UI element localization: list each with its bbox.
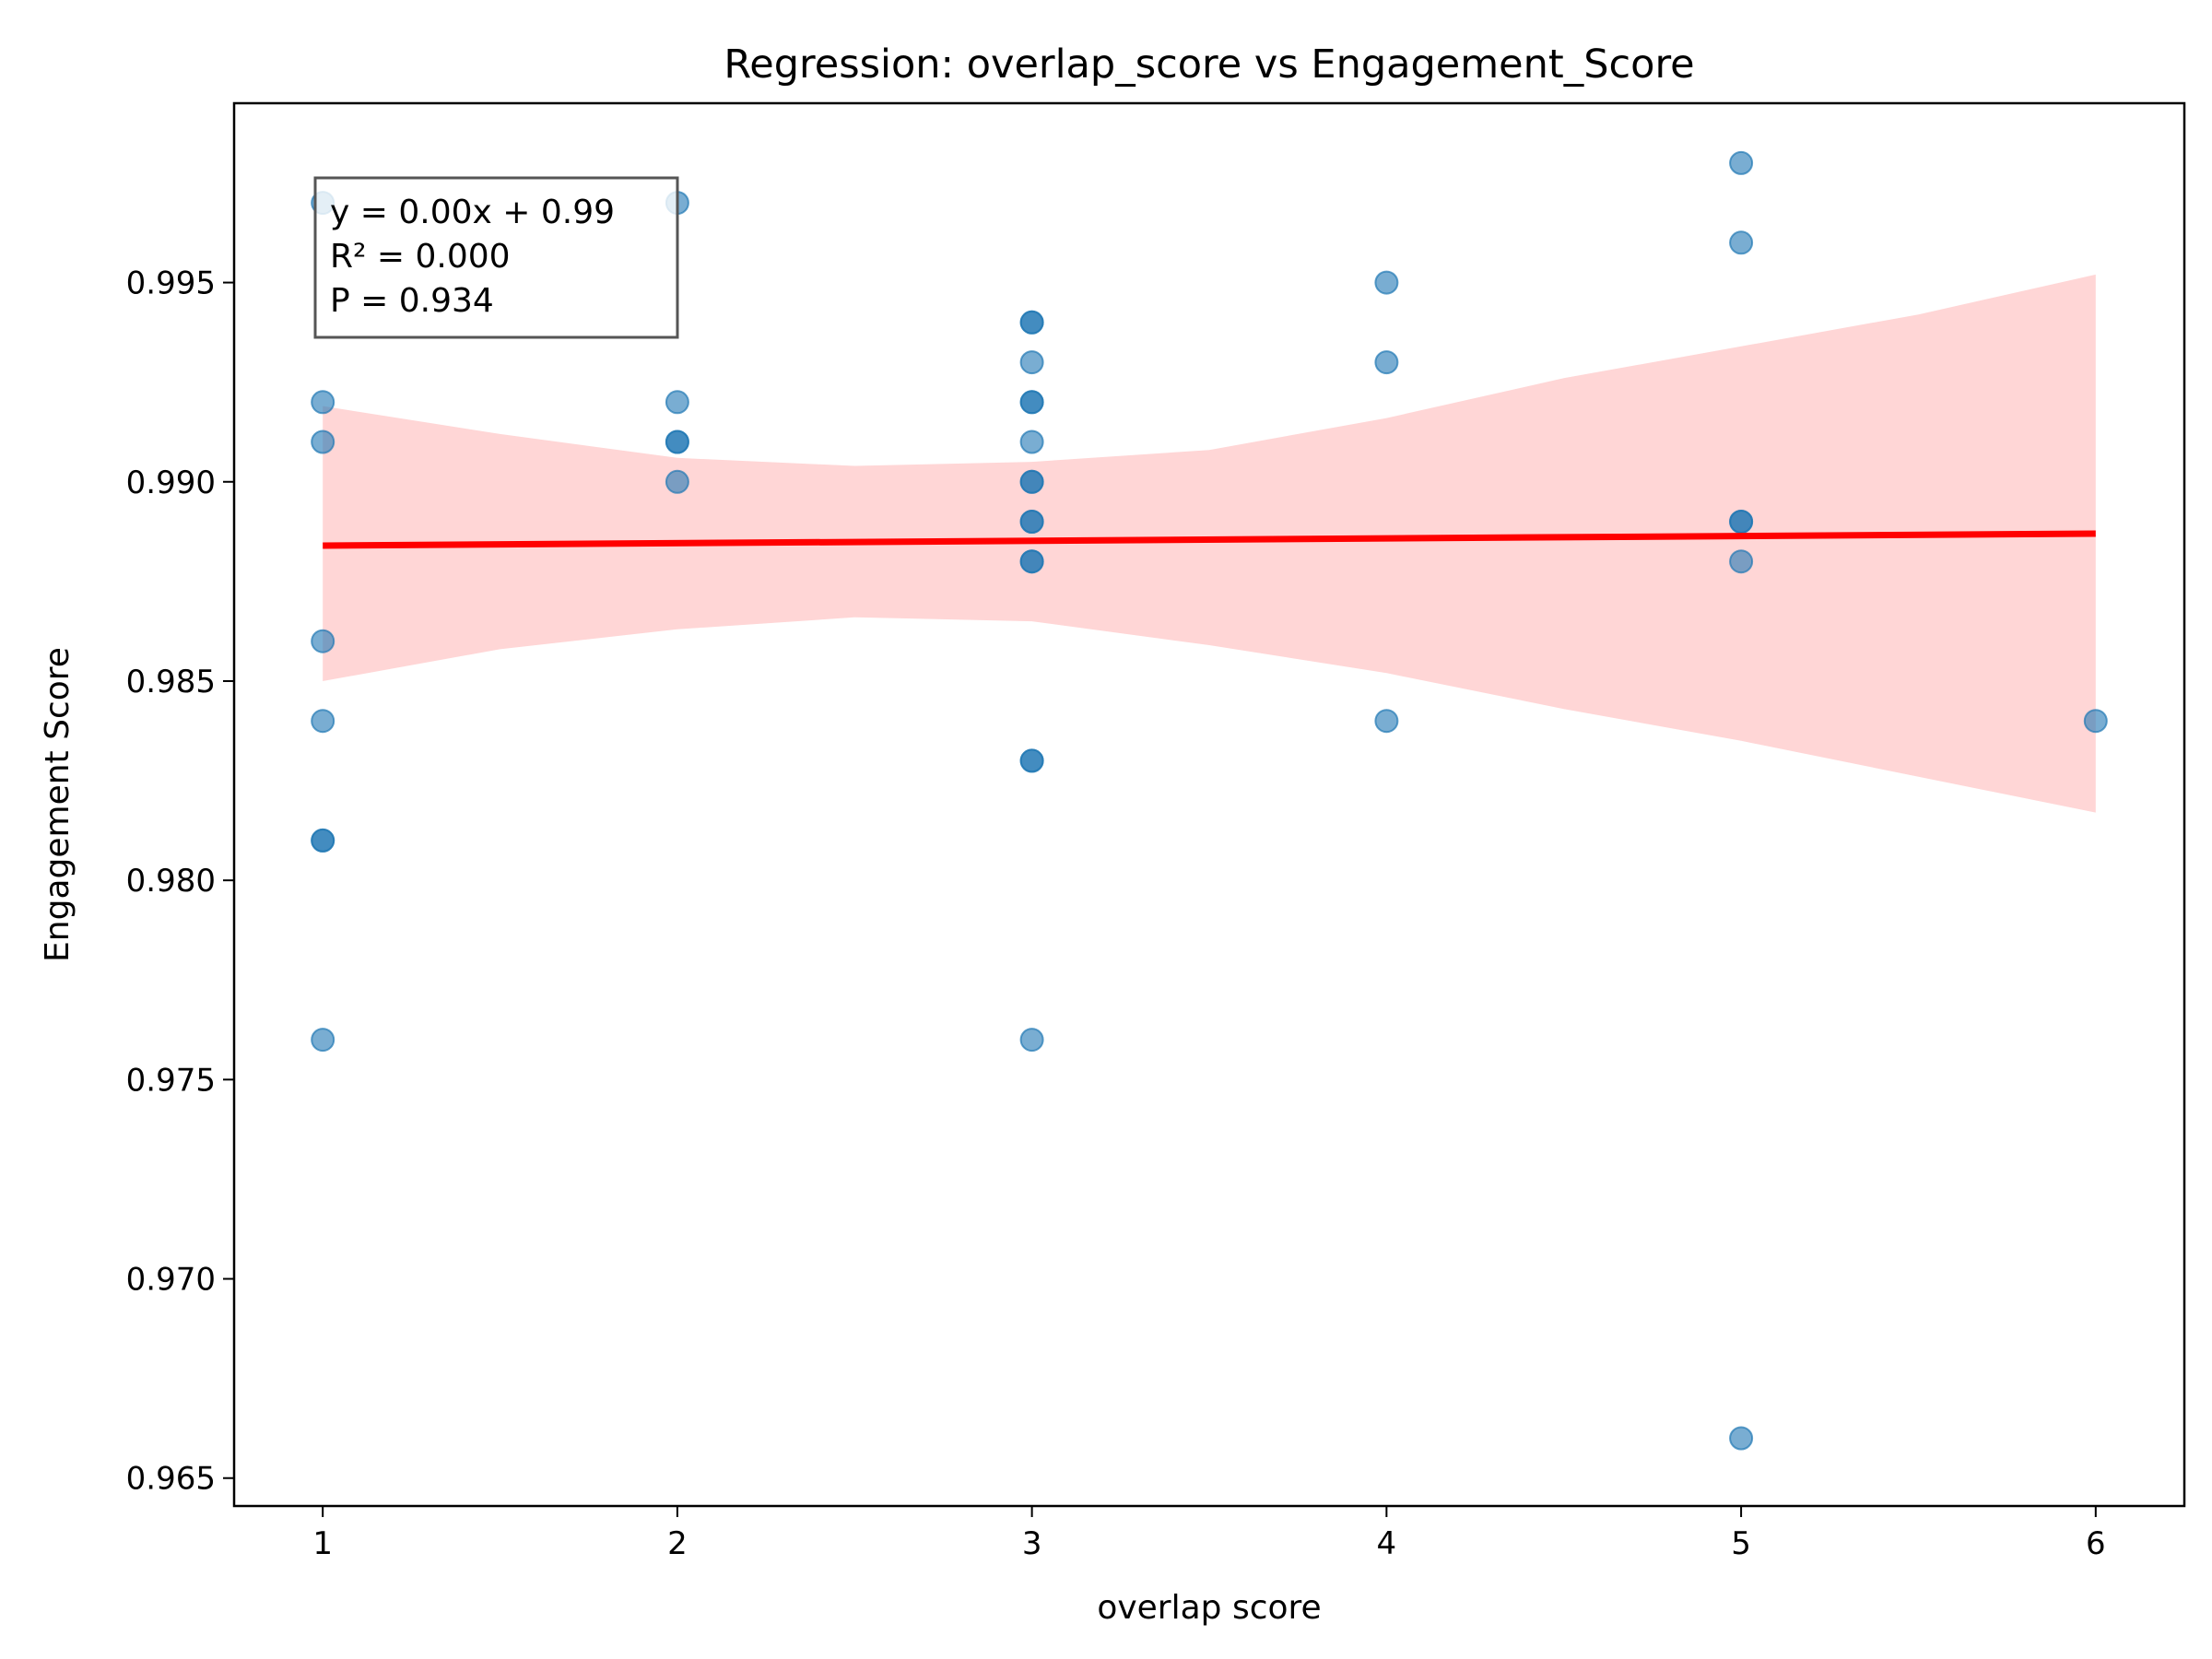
scatter-point [1019, 350, 1044, 375]
scatter-point [1729, 230, 1754, 255]
scatter-point [1729, 150, 1754, 175]
scatter-point [1729, 549, 1754, 574]
scatter-point [1374, 709, 1399, 734]
scatter-point [1019, 748, 1044, 773]
scatter-point [1729, 510, 1754, 534]
scatter-point [665, 429, 689, 454]
scatter-point [1019, 469, 1044, 494]
scatter-point [665, 469, 689, 494]
x-axis-ticks: 1 2 3 4 5 6 [312, 1506, 2106, 1562]
y-tick-label: 0.970 [126, 1262, 216, 1299]
regression-stats-box: y = 0.00x + 0.99 R² = 0.000 P = 0.934 [313, 176, 679, 339]
x-tick-label: 3 [1022, 1525, 1042, 1562]
scatter-point [2083, 709, 2108, 734]
scatter-point [311, 709, 335, 734]
scatter-point [311, 828, 335, 853]
scatter-point [311, 1028, 335, 1053]
scatter-point [1019, 429, 1044, 454]
scatter-point [1019, 1028, 1044, 1053]
x-tick-label: 5 [1731, 1525, 1751, 1562]
chart-title: Regression: overlap_score vs Engagement_… [724, 41, 1694, 88]
y-tick-label: 0.975 [126, 1062, 216, 1099]
x-tick-label: 1 [312, 1525, 333, 1562]
y-tick-label: 0.990 [126, 465, 216, 501]
scatter-point [1019, 549, 1044, 574]
x-tick-label: 2 [667, 1525, 688, 1562]
y-tick-label: 0.995 [126, 265, 216, 302]
scatter-point [311, 429, 335, 454]
x-axis-title: overlap score [1097, 1589, 1321, 1627]
y-axis-ticks: 0.965 0.970 0.975 0.980 0.985 0.990 0.995 [126, 265, 234, 1498]
regression-equation: y = 0.00x + 0.99 [330, 194, 615, 231]
y-tick-label: 0.985 [126, 664, 216, 700]
scatter-point [1019, 390, 1044, 415]
scatter-point [311, 390, 335, 415]
regression-stats-frame [313, 176, 679, 339]
r-squared-value: R² = 0.000 [330, 238, 511, 276]
y-tick-label: 0.980 [126, 863, 216, 900]
regression-line [323, 530, 2096, 549]
plot-frame [232, 101, 2186, 1508]
y-axis-title: Engagement Score [39, 647, 76, 962]
scatter-point [1374, 270, 1399, 295]
scatter-point [665, 390, 689, 415]
y-tick-label: 0.965 [126, 1461, 216, 1498]
scatter-point [311, 629, 335, 653]
x-tick-label: 6 [2086, 1525, 2106, 1562]
scatter-point [1729, 1426, 1754, 1451]
x-tick-label: 4 [1377, 1525, 1397, 1562]
regression-line-layer [323, 530, 2096, 549]
confidence-band-layer [323, 274, 2096, 813]
scatter-point [1019, 310, 1044, 335]
p-value: P = 0.934 [330, 282, 494, 320]
scatter-point [1019, 510, 1044, 534]
scatter-point [1374, 350, 1399, 375]
confidence-band [323, 274, 2096, 813]
